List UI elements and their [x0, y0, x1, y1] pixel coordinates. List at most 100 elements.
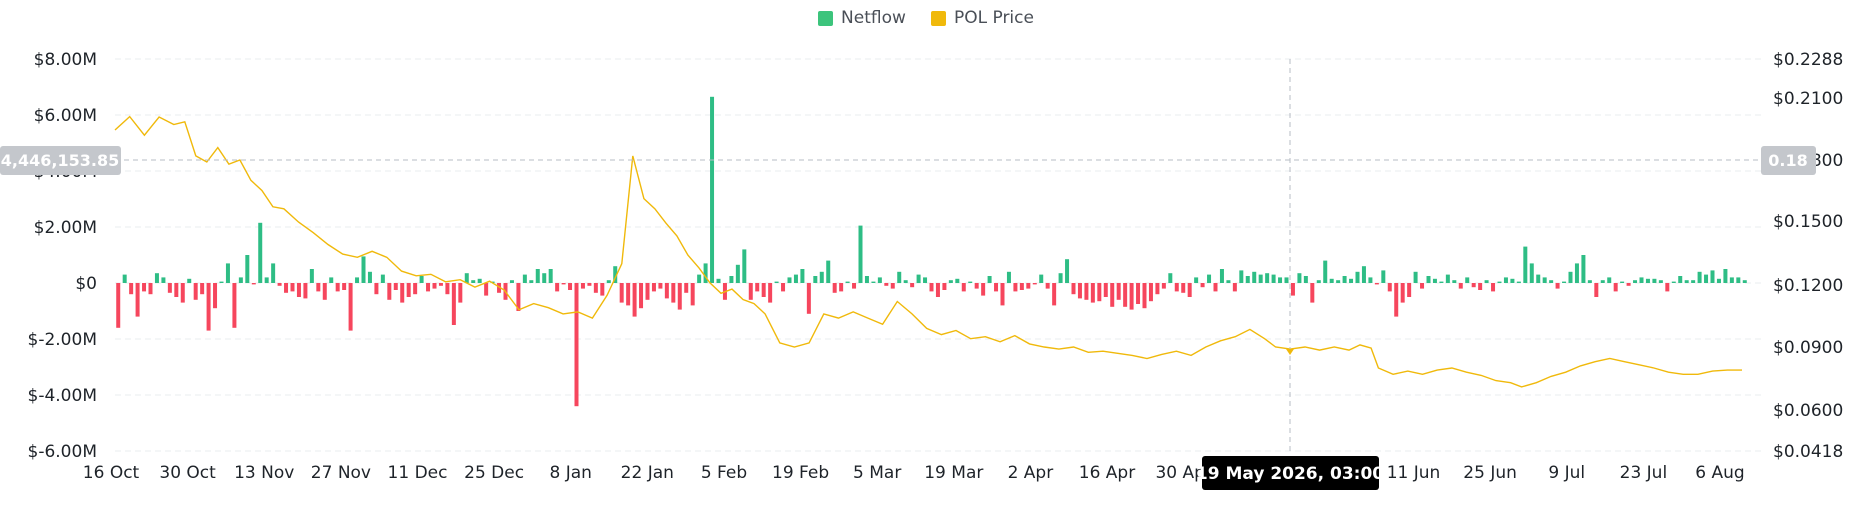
netflow-bar: [651, 283, 656, 292]
netflow-bar: [1568, 271, 1573, 283]
netflow-bar: [1458, 283, 1463, 289]
netflow-bar: [309, 269, 314, 283]
netflow-bar: [542, 273, 547, 283]
netflow-bar: [561, 283, 566, 285]
netflow-bar: [613, 266, 618, 283]
x-tick-label: 22 Jan: [621, 463, 674, 483]
netflow-bar: [432, 283, 437, 289]
netflow-bar: [755, 283, 760, 292]
netflow-bar: [593, 283, 598, 293]
netflow-bar: [819, 271, 824, 283]
netflow-bar: [213, 283, 218, 309]
price-line-layer: [114, 115, 1742, 388]
netflow-bar: [238, 277, 243, 283]
left-value-badge: 4,446,153.85: [0, 146, 121, 175]
netflow-bar: [1484, 280, 1489, 283]
netflow-bar: [148, 283, 153, 295]
netflow-bar: [232, 283, 237, 328]
netflow-bar: [1678, 276, 1683, 283]
netflow-bar: [1265, 273, 1270, 283]
netflow-bar: [1200, 283, 1205, 288]
right-tick-label: $0.2100: [1773, 89, 1843, 109]
netflow-bar: [1329, 278, 1334, 283]
legend-item-price[interactable]: POL Price: [930, 8, 1034, 28]
netflow-bar: [245, 255, 250, 283]
netflow-bar: [1168, 273, 1173, 283]
netflow-bar: [903, 280, 908, 283]
netflow-bar: [1736, 277, 1741, 283]
x-tick-label: 6 Aug: [1695, 463, 1744, 483]
legend-item-netflow[interactable]: Netflow: [818, 8, 906, 28]
netflow-bar: [1303, 276, 1308, 283]
netflow-bar: [645, 283, 650, 300]
netflow-bar: [1239, 270, 1244, 283]
netflow-bar: [580, 283, 585, 289]
netflow-bar: [923, 277, 928, 283]
netflow-bar: [271, 263, 276, 283]
netflow-bar: [742, 249, 747, 283]
x-tick-label: 25 Jun: [1463, 463, 1517, 483]
netflow-bar: [361, 256, 366, 283]
netflow-bar: [1013, 283, 1018, 292]
netflow-bar: [632, 283, 637, 317]
netflow-bar: [1426, 276, 1431, 283]
netflow-bar: [1542, 277, 1547, 283]
right-value-badge-text: 0.18: [1768, 151, 1807, 170]
x-tick-label: 19 Mar: [924, 463, 983, 483]
netflow-bar: [1516, 281, 1521, 283]
netflow-bar: [1194, 277, 1199, 283]
netflow-bar: [1574, 263, 1579, 283]
netflow-bar: [464, 273, 469, 283]
netflow-bar: [1723, 269, 1728, 283]
legend-netflow-label: Netflow: [841, 8, 906, 28]
netflow-bar: [1284, 277, 1289, 283]
netflow-bar: [748, 283, 753, 300]
netflow-bar: [1058, 273, 1063, 283]
netflow-bar: [406, 283, 411, 297]
netflow-bar: [142, 283, 147, 292]
netflow-bar: [1052, 283, 1057, 306]
netflow-bar: [374, 283, 379, 295]
netflow-bar: [1155, 283, 1160, 295]
netflow-bar: [193, 283, 198, 300]
netflow-bar: [994, 283, 999, 292]
left-tick-label: $8.00M: [34, 50, 97, 70]
left-value-badge-text: 4,446,153.85: [1, 151, 119, 170]
x-tick-label: 5 Mar: [853, 463, 901, 483]
netflow-bar: [1129, 283, 1134, 310]
netflow-bar: [1316, 280, 1321, 283]
netflow-bar: [1213, 283, 1218, 292]
left-tick-label: $2.00M: [34, 218, 97, 238]
netflow-bar: [961, 283, 966, 292]
netflow-bar: [929, 283, 934, 292]
netflow-bar: [768, 283, 773, 303]
x-tick-label: 30 Oct: [159, 463, 216, 483]
netflow-bar: [426, 283, 431, 292]
netflow-bar: [684, 283, 689, 293]
x-tick-label: 11 Jun: [1387, 463, 1441, 483]
netflow-bar: [1065, 259, 1070, 283]
netflow-bar: [451, 283, 456, 325]
legend-price-label: POL Price: [953, 8, 1034, 28]
netflow-bar: [1181, 283, 1186, 293]
netflow-bar: [303, 283, 308, 299]
netflow-bar: [845, 281, 850, 283]
netflow-bar: [987, 276, 992, 283]
netflow-bar: [355, 277, 360, 283]
netflow-bar: [935, 283, 940, 297]
x-tick-label: 25 Dec: [464, 463, 524, 483]
netflow-bar: [277, 283, 282, 286]
x-axis: 16 Oct 30 Oct 13 Nov 27 Nov 11 Dec 25 Dec 8 Ja…: [83, 463, 1745, 483]
netflow-bar: [1445, 274, 1450, 283]
netflow-bar: [1387, 283, 1392, 292]
netflow-bar: [1349, 278, 1354, 283]
netflow-bar: [1620, 281, 1625, 283]
netflow-bar: [1691, 280, 1696, 283]
netflow-bar: [1361, 266, 1366, 283]
netflow-bar: [1110, 283, 1115, 307]
netflow-bar: [832, 283, 837, 293]
netflow-bar: [1226, 280, 1231, 283]
time-tooltip: 19 May 2026, 03:00: [1196, 456, 1384, 490]
